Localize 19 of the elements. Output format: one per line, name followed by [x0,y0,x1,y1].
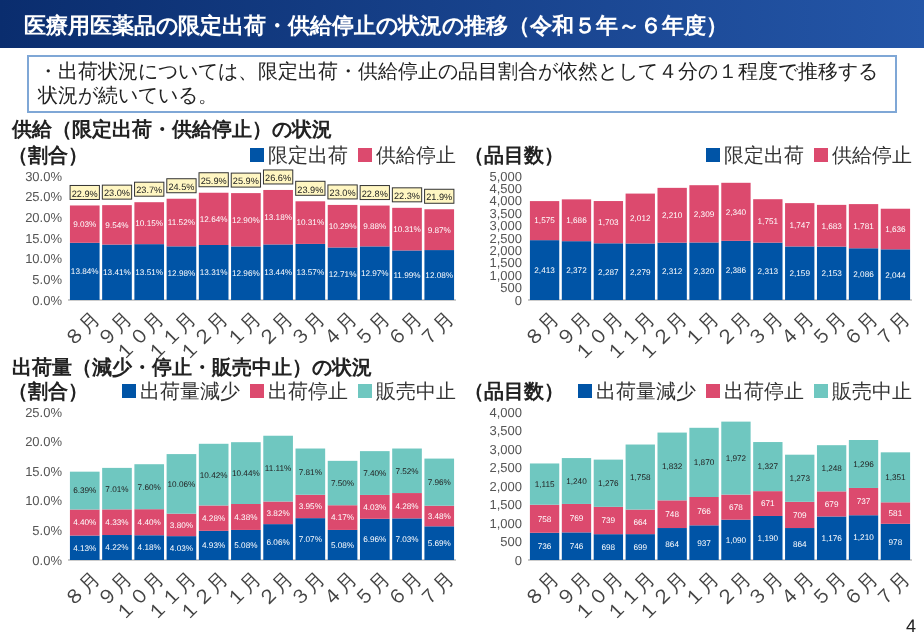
y-axis-title: （割合） [8,144,88,168]
chart-subtitle: 出荷量（減少・停止・販売中止）の状況 [12,356,372,380]
chart-subtitle: 供給（限定出荷・供給停止）の状況 [10,118,332,142]
legend-label: 限定出荷 [724,144,804,168]
legend-label: 出荷停止 [268,380,348,404]
chart-title: 医療用医薬品の限定出荷・供給停止の状況の推移（令和５年～６年度） [24,13,728,39]
text: 4 [905,616,916,636]
legend-label: 販売中止 [832,380,912,404]
legend-label: 出荷量減少 [140,380,240,404]
y-axis-title: （割合） [8,380,88,404]
text: ・出荷状況については、限定出荷・供給停止の品目割合が依然として４分の１程度で推移する状況が続いている。 [36,60,878,108]
legend-label: 出荷停止 [724,380,804,404]
legend-label: 供給停止 [376,144,456,168]
legend-label: 限定出荷 [268,144,348,168]
y-axis-title: （品目数） [464,380,564,404]
legend-label: 供給停止 [832,144,912,168]
legend-label: 販売中止 [376,380,456,404]
y-axis-title: （品目数） [464,144,564,168]
legend-label: 出荷量減少 [596,380,696,404]
